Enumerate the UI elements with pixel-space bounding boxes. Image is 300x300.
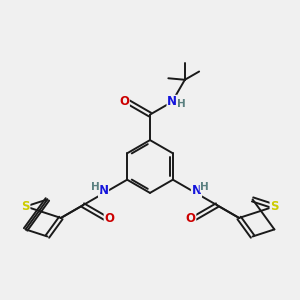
- Text: N: N: [191, 184, 201, 197]
- Text: O: O: [119, 95, 129, 108]
- Text: H: H: [91, 182, 100, 192]
- Text: H: H: [177, 99, 186, 109]
- Text: H: H: [200, 182, 209, 192]
- Text: O: O: [186, 212, 196, 225]
- Text: O: O: [104, 212, 114, 225]
- Text: N: N: [99, 184, 109, 197]
- Text: S: S: [270, 200, 279, 213]
- Text: N: N: [167, 95, 177, 108]
- Text: S: S: [21, 200, 30, 213]
